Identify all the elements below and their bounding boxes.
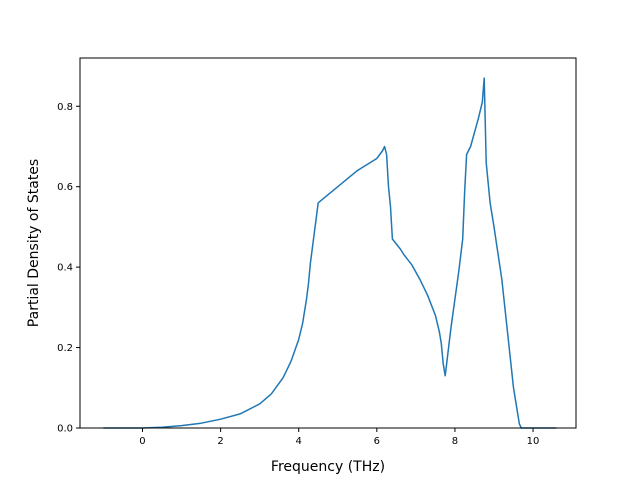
y-tick-label: 0.2 xyxy=(57,343,73,354)
y-tick-label: 0.6 xyxy=(57,182,73,193)
y-axis-label: Partial Density of States xyxy=(26,159,42,327)
x-tick-label: 0 xyxy=(139,436,145,447)
series-lines xyxy=(103,77,557,429)
x-tick-label: 2 xyxy=(217,436,223,447)
x-axis-label: Frequency (THz) xyxy=(271,459,385,475)
y-tick-label: 0.4 xyxy=(57,263,73,274)
x-tick-label: 6 xyxy=(374,436,380,447)
x-tick-label: 8 xyxy=(452,436,458,447)
plot-frame xyxy=(79,57,577,429)
x-tick-label: 4 xyxy=(296,436,302,447)
series-line xyxy=(103,77,557,429)
x-tick-label: 10 xyxy=(527,436,540,447)
y-tick-label: 0.0 xyxy=(57,424,73,435)
axis-ticks: 0 2 4 6 8 10 0.0 0.2 0.4 0.6 0.8 xyxy=(57,102,539,447)
y-tick-label: 0.8 xyxy=(57,102,73,113)
